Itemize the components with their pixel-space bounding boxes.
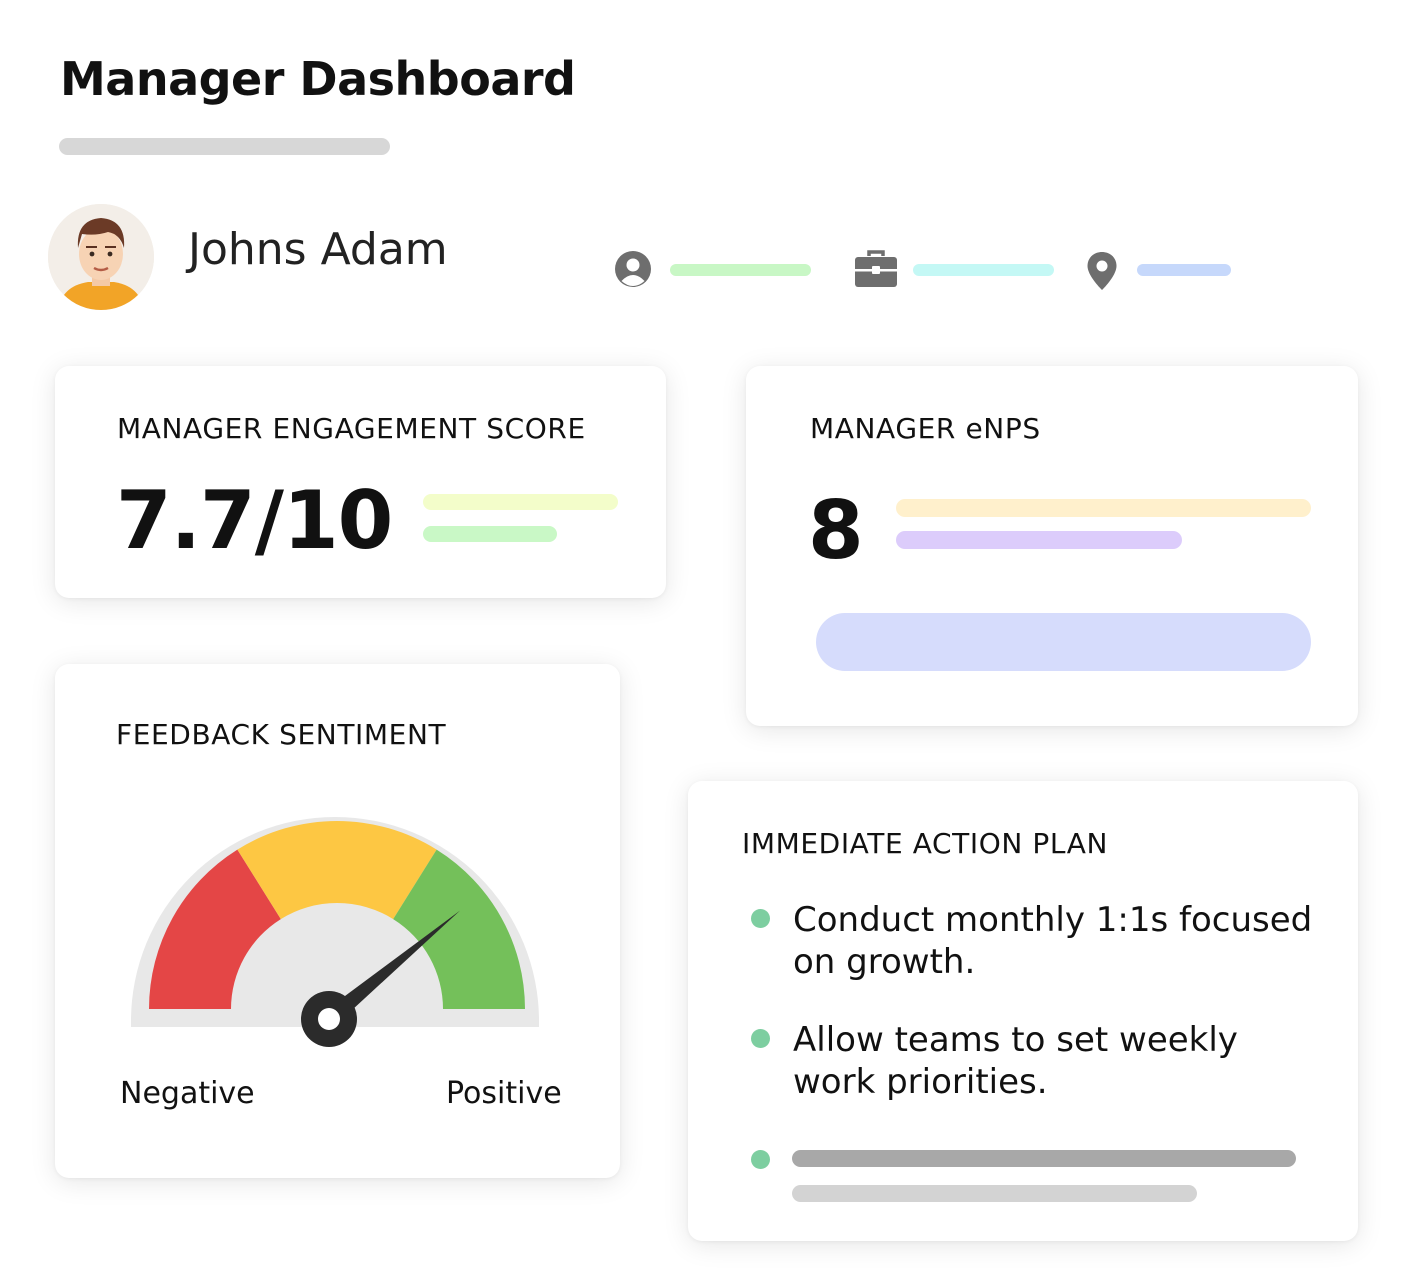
action-item: Conduct monthly 1:1s focused on growth. [793,900,1313,982]
enps-action-placeholder[interactable] [816,613,1311,671]
gauge-needle [323,910,460,1026]
title-underline-placeholder [59,138,390,155]
action-item-placeholder-1 [792,1150,1296,1167]
enps-bar-1 [896,499,1311,517]
enps-card-title: MANAGER eNPS [810,412,1041,445]
page-title: Manager Dashboard [60,52,576,106]
user-info-placeholder [670,264,811,276]
engagement-score-value: 7.7/10 [116,474,393,567]
enps-card: MANAGER eNPS 8 [746,366,1358,726]
action-plan-card: IMMEDIATE ACTION PLAN Conduct monthly 1:… [688,781,1358,1241]
engagement-score-card: MANAGER ENGAGEMENT SCORE 7.7/10 [55,366,666,598]
user-name: Johns Adam [188,224,448,275]
gauge-positive-zone [393,849,525,1009]
feedback-sentiment-card: FEEDBACK SENTIMENT Negative Positive [55,664,620,1178]
gauge-negative-zone [149,849,281,1009]
positive-label: Positive [446,1076,562,1111]
engagement-bar-1 [423,494,618,510]
gauge-neutral-zone [237,821,437,920]
negative-label: Negative [120,1076,255,1111]
enps-score-value: 8 [808,484,864,577]
location-info-placeholder [1137,264,1231,276]
user-circle-icon [613,249,653,293]
sentiment-gauge [131,817,539,1047]
engagement-bar-2 [423,526,557,542]
map-pin-icon [1086,251,1118,295]
action-plan-title: IMMEDIATE ACTION PLAN [742,827,1109,860]
enps-bar-2 [896,531,1182,549]
job-info-placeholder [913,264,1054,276]
action-item: Allow teams to set weekly work prioritie… [793,1020,1238,1102]
sentiment-card-title: FEEDBACK SENTIMENT [116,718,447,751]
action-item-bullet [751,909,770,928]
action-item-bullet [751,1150,770,1169]
action-item-placeholder-2 [792,1185,1197,1202]
avatar [48,204,154,310]
briefcase-icon [854,250,898,292]
engagement-card-title: MANAGER ENGAGEMENT SCORE [117,412,586,445]
action-item-bullet [751,1029,770,1048]
